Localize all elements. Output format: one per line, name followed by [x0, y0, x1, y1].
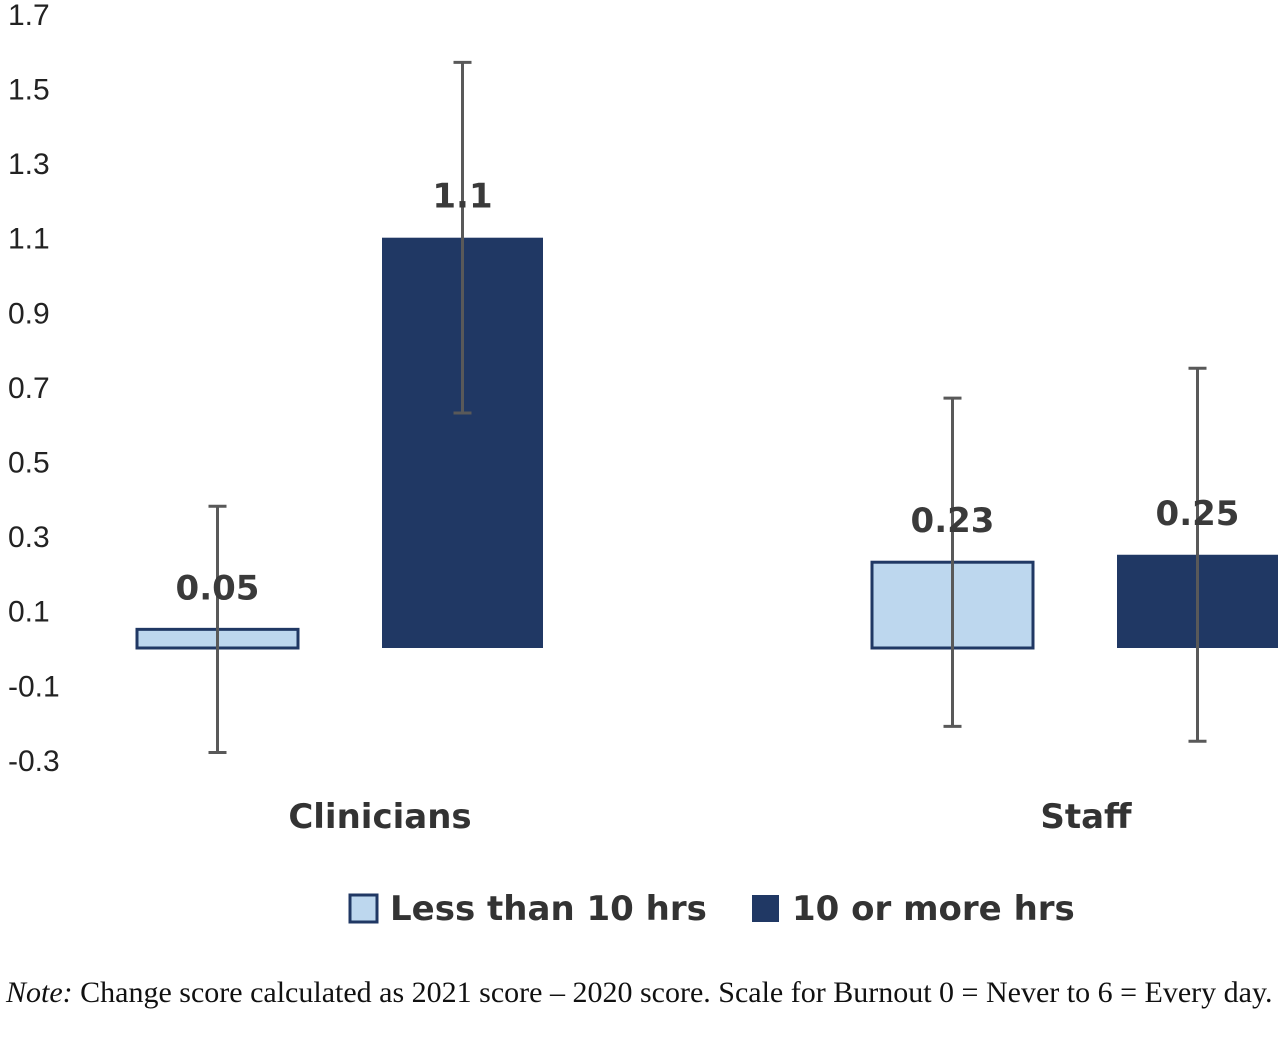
legend-swatch	[348, 893, 379, 924]
y-tick-label: 0.5	[8, 447, 50, 480]
note-label: Note:	[6, 976, 73, 1009]
note-text: Change score calculated as 2021 score – …	[72, 976, 1273, 1009]
y-tick-label: -0.3	[8, 745, 60, 778]
y-tick-label: 0.1	[8, 596, 50, 629]
category-label: Staff	[1040, 797, 1132, 837]
y-tick-label: 0.7	[8, 372, 50, 405]
category-labels: Clinicians Staff	[288, 797, 1132, 837]
y-tick-label: 1.3	[8, 148, 50, 181]
data-label: 1.1	[432, 177, 492, 217]
y-tick-label: 1.1	[8, 223, 50, 256]
data-label: 0.23	[911, 501, 995, 541]
y-tick-label: 0.9	[8, 297, 50, 330]
chart: 1.7 1.5 1.3 1.1 0.9 0.7 0.5 0.3 0.1 -0.1 -0.3 0.05…	[8, 0, 1278, 929]
data-labels: 0.05 0.23 1.1 0.25	[176, 177, 1240, 609]
chart-note: Note: Change score calculated as 2021 sc…	[6, 972, 1274, 1014]
error-bars	[208, 60, 1207, 754]
y-tick-label: 1.7	[8, 0, 50, 32]
y-axis-ticks: 1.7 1.5 1.3 1.1 0.9 0.7 0.5 0.3 0.1 -0.1 -0.3	[8, 0, 60, 778]
bars	[135, 237, 1278, 650]
legend-label: 10 or more hrs	[792, 889, 1075, 929]
y-tick-label: 0.3	[8, 521, 50, 554]
legend: Less than 10 hrs 10 or more hrs	[348, 889, 1075, 929]
y-tick-label: 1.5	[8, 74, 50, 107]
data-label: 0.25	[1156, 494, 1240, 534]
legend-swatch	[752, 895, 779, 922]
y-tick-label: -0.1	[8, 670, 60, 703]
category-label: Clinicians	[288, 797, 471, 837]
legend-label: Less than 10 hrs	[390, 889, 707, 929]
data-label: 0.05	[176, 568, 260, 608]
